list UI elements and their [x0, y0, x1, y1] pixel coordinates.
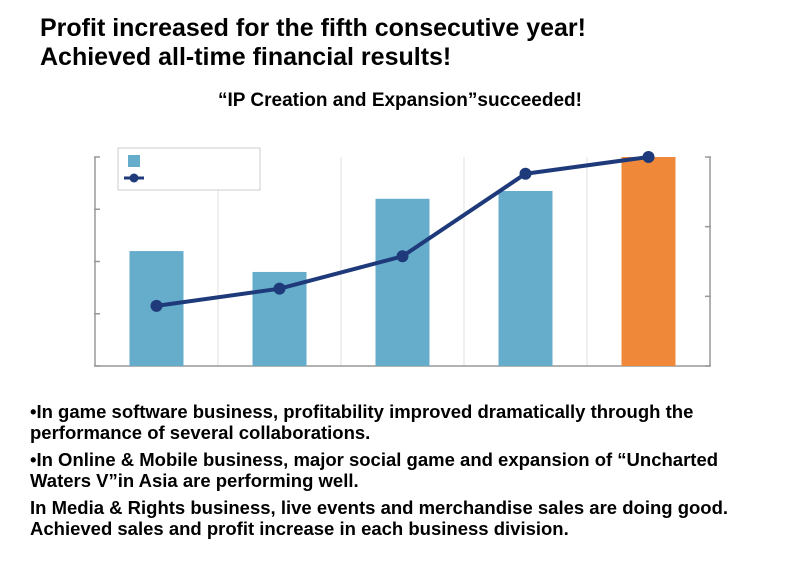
- headline-line-1: Profit increased for the fifth consecuti…: [40, 14, 586, 42]
- headline: Profit increased for the fifth consecuti…: [40, 14, 586, 72]
- line-point-5: [642, 151, 655, 163]
- bar-3: [375, 198, 430, 366]
- bar-4: [498, 190, 553, 366]
- bullet-item-1: •In game software business, profitabilit…: [30, 401, 694, 443]
- legend-box: [117, 147, 261, 191]
- headline-line-2: Achieved all-time financial results!: [40, 43, 452, 71]
- line-point-1: [150, 299, 163, 312]
- line-point-4: [519, 167, 532, 180]
- line-point-3: [396, 250, 409, 263]
- combo-chart: [94, 147, 711, 367]
- chart-subtitle: “IP Creation and Expansion”succeeded!: [218, 90, 582, 111]
- bullet-list: •In game software business, profitabilit…: [30, 401, 780, 545]
- legend-bar-swatch: [128, 155, 140, 167]
- bar-5: [621, 157, 676, 366]
- legend-line-marker: [129, 173, 139, 183]
- line-point-2: [273, 282, 286, 295]
- bullet-item-3: In Media & Rights business, live events …: [30, 497, 729, 539]
- bullet-item-2: •In Online & Mobile business, major soci…: [30, 449, 719, 491]
